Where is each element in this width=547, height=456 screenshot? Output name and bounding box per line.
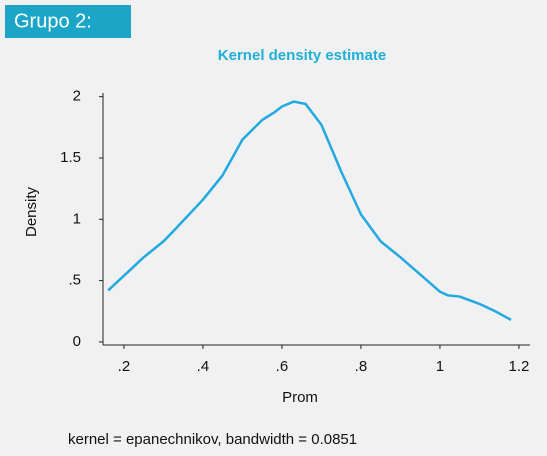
- density-line: [107, 100, 512, 321]
- chart-title: Kernel density estimate: [218, 47, 386, 64]
- y-tick-label: 2: [73, 88, 81, 105]
- x-tick-label: .8: [355, 358, 368, 375]
- x-tick-label: .2: [118, 358, 131, 375]
- y-axis-label: Density: [23, 186, 40, 237]
- y-tick-label: 0: [73, 333, 81, 350]
- x-tick-label: .6: [276, 358, 289, 375]
- x-tick-label: 1: [436, 358, 444, 375]
- note: kernel = epanechnikov, bandwidth = 0.085…: [68, 431, 357, 448]
- x-tick-label: 1.2: [509, 358, 530, 375]
- x-axis-label: Prom: [282, 389, 318, 406]
- y-tick-label: 1: [73, 210, 81, 227]
- header-label: Grupo 2:: [14, 10, 92, 32]
- x-tick-label: .4: [197, 358, 210, 375]
- y-tick-label: .5: [68, 272, 81, 289]
- header-box: [5, 5, 131, 38]
- y-tick-label: 1.5: [60, 149, 81, 166]
